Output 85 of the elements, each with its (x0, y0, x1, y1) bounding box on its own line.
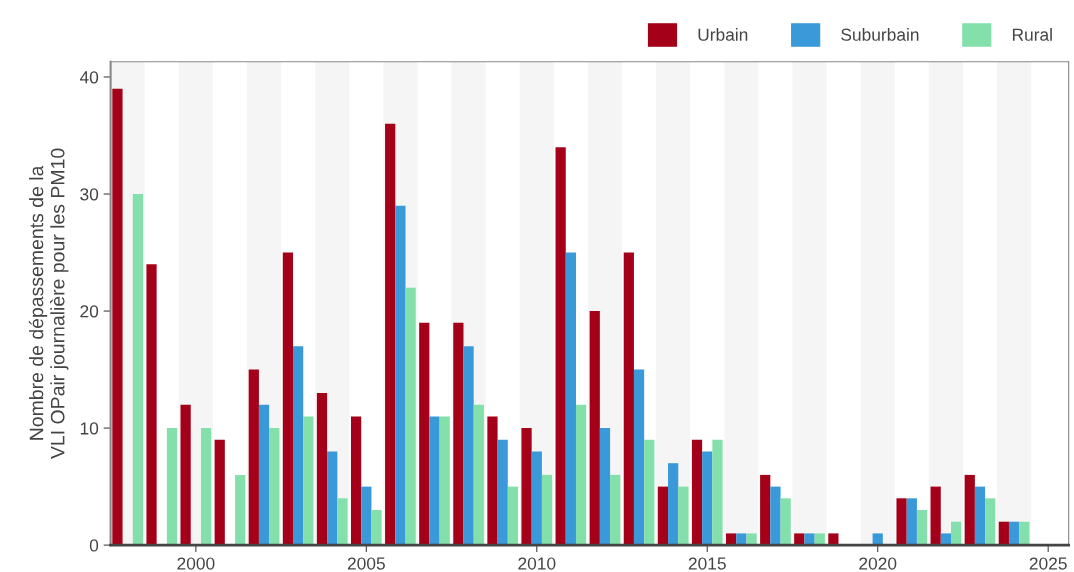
bar (814, 533, 825, 546)
bar (463, 346, 474, 546)
bar (804, 533, 815, 546)
bar (746, 533, 757, 546)
bar (916, 510, 928, 546)
bar (521, 428, 532, 546)
bar (132, 194, 144, 546)
legend-label: Suburbain (841, 28, 919, 41)
bar (770, 486, 781, 546)
bar (405, 287, 416, 546)
bar (633, 369, 645, 546)
y-tick-label: 40 (79, 71, 99, 84)
y-tick-label: 10 (80, 422, 99, 435)
y-tick-label: 30 (80, 188, 99, 201)
bar (282, 252, 294, 546)
bar (712, 439, 723, 546)
x-tick-label: 2000 (177, 557, 215, 570)
bar (599, 428, 611, 546)
bar (269, 428, 280, 546)
bar (872, 533, 883, 546)
bar (940, 533, 952, 546)
bar (1008, 521, 1020, 546)
bar (235, 474, 246, 546)
bar (337, 498, 348, 546)
bar (487, 416, 498, 546)
bar (214, 439, 225, 546)
bar (350, 416, 362, 546)
bar (964, 474, 975, 546)
bar (998, 521, 1009, 546)
bar (985, 498, 996, 546)
bar (180, 404, 191, 546)
bar (258, 404, 270, 546)
bar (678, 486, 689, 546)
bar (794, 533, 805, 546)
bar (541, 474, 553, 546)
bar (497, 439, 508, 546)
bar (473, 404, 484, 546)
bar (610, 474, 621, 546)
bar (657, 486, 669, 546)
bar (951, 521, 962, 546)
bar (200, 428, 212, 546)
bar (575, 404, 587, 546)
bar (453, 322, 464, 546)
bar (439, 416, 450, 546)
bar (565, 252, 576, 546)
bar (974, 486, 986, 546)
bar (760, 474, 771, 546)
x-tick-label: 2005 (347, 557, 385, 570)
bar (702, 451, 713, 546)
x-tick-label: 2025 (1029, 557, 1067, 570)
y-axis-title: Nombre de dépassements de la VLI OPair journalière pour les PM10 (28, 148, 69, 459)
bar (316, 392, 328, 546)
bar (248, 369, 259, 546)
bar (896, 498, 907, 546)
bar (668, 463, 679, 546)
bar (361, 486, 372, 546)
legend-label: Rural (1012, 28, 1052, 41)
bar (293, 346, 304, 546)
bar (589, 311, 600, 546)
y-tick-label: 20 (80, 305, 99, 318)
bar (726, 533, 737, 546)
bar (371, 510, 382, 546)
bar (303, 416, 314, 546)
bar (531, 451, 542, 546)
bar (507, 486, 519, 546)
bar (906, 498, 917, 546)
bar (166, 428, 178, 546)
bar (736, 533, 747, 546)
bar (395, 205, 406, 546)
x-tick-label: 2015 (688, 557, 726, 570)
bar (419, 322, 430, 546)
x-tick-label: 2010 (518, 557, 556, 570)
bar (930, 486, 941, 546)
x-tick-label: 2020 (859, 557, 897, 570)
bar (429, 416, 440, 546)
legend-label: Urbain (698, 28, 748, 41)
bar (1019, 521, 1030, 546)
bar (644, 439, 655, 546)
bar (623, 252, 634, 546)
y-tick-label: 0 (89, 539, 99, 552)
bar (780, 498, 791, 546)
bar (691, 439, 703, 546)
bar (828, 533, 839, 546)
bar (327, 451, 338, 546)
bar (146, 264, 157, 546)
